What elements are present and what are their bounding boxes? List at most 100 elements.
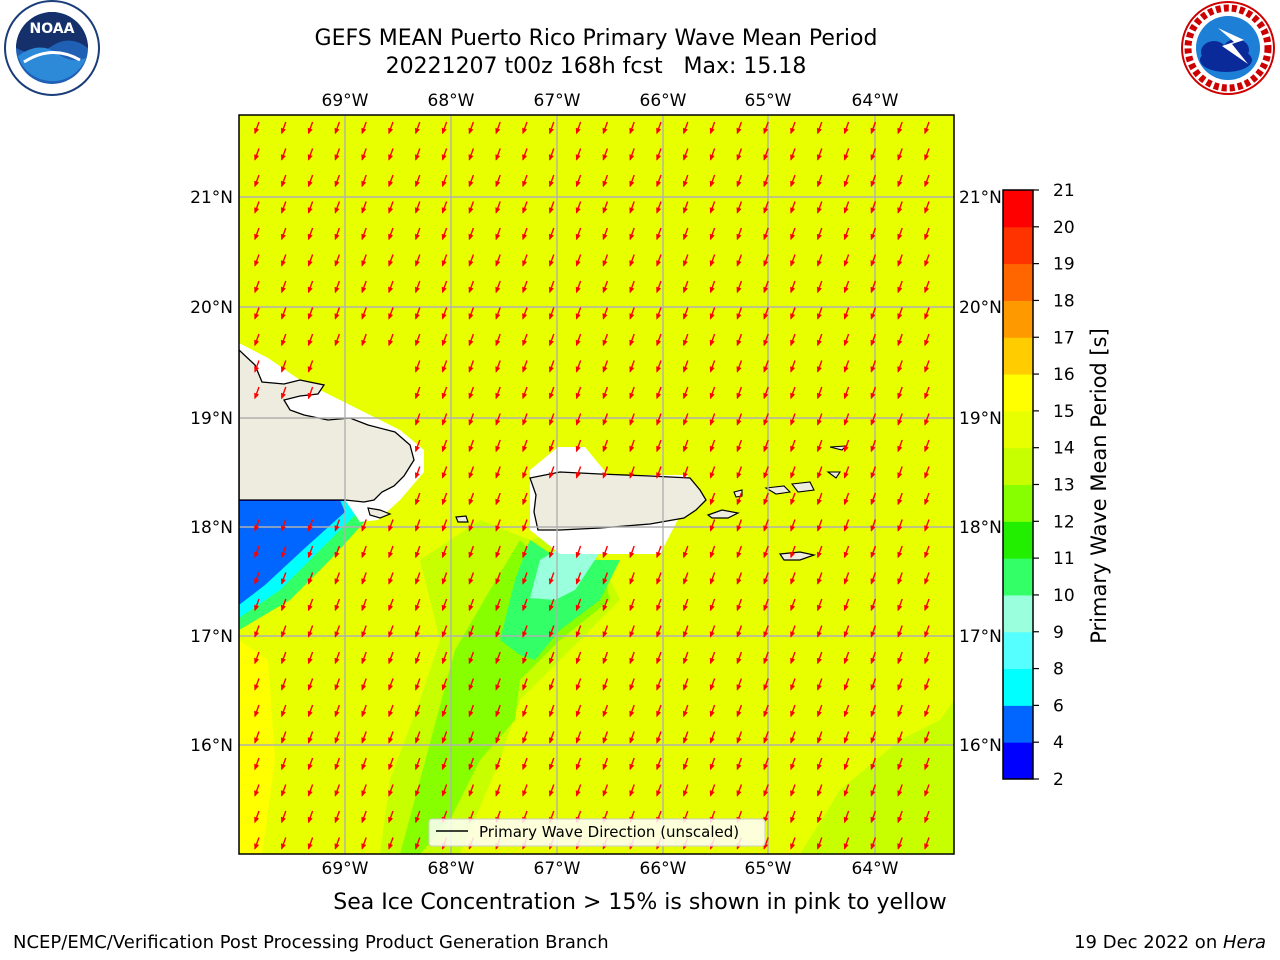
wave-arrow bbox=[682, 386, 689, 400]
wave-arrow bbox=[441, 148, 448, 161]
wave-arrow bbox=[361, 307, 367, 320]
wave-arrow bbox=[843, 598, 850, 612]
wave-arrow bbox=[280, 227, 287, 241]
wave-arrow bbox=[924, 333, 930, 347]
wave-arrow bbox=[736, 757, 743, 771]
wave-arrow bbox=[307, 307, 314, 320]
wave-arrow bbox=[414, 439, 421, 453]
wave-arrow bbox=[468, 572, 475, 585]
wave-arrow bbox=[307, 174, 314, 188]
wave-arrow bbox=[924, 598, 930, 612]
wave-arrow-head bbox=[629, 419, 635, 426]
wave-arrow bbox=[441, 651, 448, 665]
wave-arrow bbox=[924, 651, 930, 665]
wave-arrow bbox=[816, 704, 823, 718]
wave-arrow bbox=[897, 307, 903, 320]
wave-arrow-head bbox=[790, 737, 796, 744]
wave-arrow-head bbox=[870, 260, 876, 267]
wave-arrow-head bbox=[414, 525, 420, 532]
wave-arrow bbox=[522, 731, 528, 744]
wave-arrow bbox=[629, 598, 635, 612]
wave-arrow bbox=[924, 572, 930, 585]
wave-arrow-head bbox=[709, 180, 715, 188]
wave-arrow bbox=[763, 360, 769, 373]
wave-arrow-head bbox=[441, 710, 447, 718]
wave-arrow-head bbox=[709, 286, 715, 294]
wave-arrow-head bbox=[254, 366, 260, 373]
period-10-12-region bbox=[500, 540, 620, 660]
wave-arrow bbox=[575, 572, 582, 585]
wave-arrow bbox=[468, 492, 475, 506]
wave-arrow-head bbox=[736, 419, 742, 426]
wave-arrow bbox=[897, 572, 903, 585]
wave-arrow-head bbox=[254, 392, 260, 400]
wave-arrow bbox=[843, 810, 850, 824]
wave-arrow bbox=[254, 280, 260, 294]
wave-arrow-head bbox=[843, 419, 849, 426]
wave-arrow-head bbox=[548, 710, 554, 718]
wave-arrow bbox=[575, 731, 582, 744]
wave-arrow-head bbox=[897, 763, 903, 771]
wave-arrow-head bbox=[602, 551, 608, 559]
wave-arrow bbox=[843, 280, 850, 294]
wave-arrow bbox=[414, 572, 421, 585]
wave-arrow-head bbox=[736, 180, 742, 188]
wave-arrow-head bbox=[870, 419, 876, 426]
wave-arrow-head bbox=[334, 631, 340, 638]
noaa-logo: NOAA bbox=[4, 0, 100, 96]
wave-arrow-head bbox=[790, 339, 796, 347]
wave-arrow bbox=[334, 784, 341, 797]
wave-arrow bbox=[388, 280, 394, 294]
wave-arrow-head bbox=[522, 339, 528, 347]
wave-arrow bbox=[361, 704, 367, 718]
wave-arrow bbox=[924, 731, 930, 744]
wave-arrow bbox=[924, 386, 930, 400]
wave-arrow-head bbox=[816, 684, 822, 691]
wave-arrow bbox=[870, 280, 877, 294]
wave-arrow-head bbox=[575, 472, 581, 479]
wave-arrow-head bbox=[629, 180, 635, 188]
wave-arrow-head bbox=[709, 684, 715, 691]
wave-arrow bbox=[602, 704, 609, 718]
wave-arrow-head bbox=[736, 260, 742, 267]
wave-arrow-head bbox=[709, 233, 715, 241]
wave-arrow-head bbox=[924, 180, 930, 188]
wave-arrow-head bbox=[816, 154, 822, 161]
wave-arrow-head bbox=[334, 525, 340, 532]
wave-arrow-head bbox=[522, 419, 528, 426]
wave-arrow bbox=[736, 678, 743, 691]
wave-arrow bbox=[897, 227, 903, 241]
wave-arrow-head bbox=[870, 339, 876, 347]
longitude-labels-bottom: 69°W 68°W 67°W 66°W 65°W 64°W bbox=[322, 859, 899, 879]
wave-arrow bbox=[307, 280, 314, 294]
wave-arrow-head bbox=[736, 339, 742, 347]
wave-arrow bbox=[656, 572, 662, 585]
wave-arrow bbox=[280, 386, 287, 400]
wave-arrow bbox=[897, 466, 903, 479]
wave-arrow bbox=[736, 174, 743, 188]
wave-arrow-head bbox=[548, 737, 554, 744]
wave-arrow-head bbox=[495, 684, 501, 691]
wave-arrow bbox=[522, 307, 528, 320]
wave-arrow bbox=[361, 174, 367, 188]
wave-arrow-head bbox=[495, 551, 501, 559]
wave-arrow-head bbox=[790, 260, 796, 267]
wave-arrow-head bbox=[307, 180, 313, 188]
wave-arrow-head bbox=[656, 392, 662, 400]
wave-arrow bbox=[763, 201, 769, 214]
wave-arrow-head bbox=[414, 472, 420, 479]
wave-arrow bbox=[522, 625, 528, 638]
wave-arrow bbox=[790, 386, 796, 400]
wave-arrow-head bbox=[522, 710, 528, 718]
graticule bbox=[239, 115, 954, 854]
wave-arrow bbox=[602, 386, 609, 400]
wave-arrow-head bbox=[897, 631, 903, 638]
wave-arrow-head bbox=[763, 207, 769, 214]
wave-arrow-head bbox=[870, 710, 876, 718]
wave-arrow-head bbox=[254, 843, 260, 850]
wave-arrow bbox=[414, 333, 421, 347]
wave-arrow-head bbox=[629, 366, 635, 373]
wave-arrow bbox=[870, 148, 877, 161]
wave-arrow bbox=[709, 307, 716, 320]
wave-arrow bbox=[388, 678, 394, 691]
